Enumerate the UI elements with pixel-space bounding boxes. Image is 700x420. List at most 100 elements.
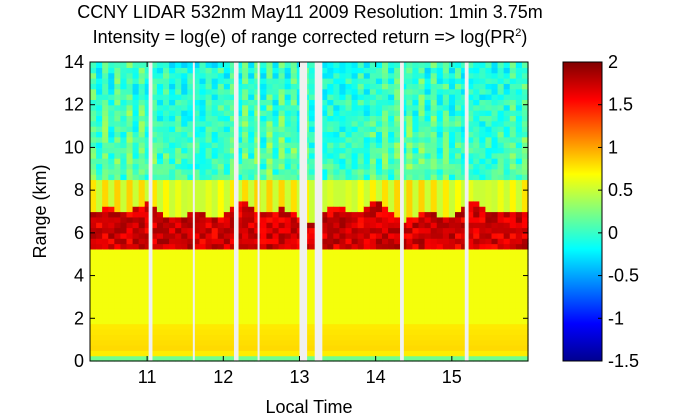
heatmap-cell [272,270,280,277]
heatmap-cell [126,275,134,282]
heatmap-cell [248,142,255,149]
heatmap-cell [102,142,109,149]
heatmap-cell [345,339,353,346]
heatmap-cell [156,339,164,346]
heatmap-cell [132,184,140,191]
heatmap-cell [430,307,438,314]
heatmap-cell [175,259,182,266]
heatmap-cell [448,190,456,197]
heatmap-cell [448,136,456,143]
heatmap-cell [509,334,517,341]
heatmap-cell [424,88,432,95]
heatmap-cell [327,323,334,330]
heatmap-cell [229,99,237,106]
heatmap-cell [120,318,128,325]
heatmap-cell [211,296,219,303]
heatmap-cell [473,275,480,282]
heatmap-cell [382,334,389,341]
heatmap-cell [394,72,401,79]
heatmap-cell [382,115,389,122]
heatmap-cell [321,302,328,309]
heatmap-cell [229,211,237,218]
heatmap-cell [455,126,462,133]
heatmap-cell [503,344,511,351]
heatmap-cell [418,163,426,170]
heatmap-cell [199,264,207,271]
heatmap-cell [467,206,474,213]
heatmap-cell [260,328,268,335]
heatmap-cell [272,152,280,159]
heatmap-cell [418,120,426,127]
heatmap-cell [163,72,170,79]
heatmap-cell [236,67,243,74]
heatmap-cell [327,168,334,175]
heatmap-cell [424,62,432,68]
heatmap-cell [181,72,188,79]
heatmap-cell [369,350,377,357]
heatmap-cell [266,248,274,255]
heatmap-cell [132,99,140,106]
heatmap-cell [242,275,249,282]
heatmap-cell [223,88,231,95]
heatmap-cell [406,206,414,213]
heatmap-cell [424,142,432,149]
heatmap-cell [485,99,493,106]
heatmap-cell [442,147,450,154]
heatmap-cell [442,355,450,362]
heatmap-cell [309,216,316,223]
heatmap-cell [382,328,389,335]
heatmap-cell [175,275,182,282]
heatmap-cell [272,120,280,127]
heatmap-cell [448,179,456,186]
heatmap-cell [248,147,255,154]
heatmap-cell [369,168,377,175]
heatmap-cell [461,270,468,277]
heatmap-cell [503,179,511,186]
heatmap-cell [436,211,444,218]
heatmap-cell [412,120,420,127]
heatmap-cell [509,264,517,271]
heatmap-cell [436,147,444,154]
heatmap-cell [96,328,103,335]
heatmap-cell [497,355,505,362]
heatmap-cell [260,131,268,138]
heatmap-cell [108,62,115,68]
heatmap-cell [327,275,334,282]
heatmap-cell [412,206,420,213]
heatmap-cell [132,350,140,357]
heatmap-cell [120,131,128,138]
heatmap-cell [394,163,401,170]
heatmap-cell [284,94,292,100]
heatmap-cell [351,206,359,213]
heatmap-cell [351,318,359,325]
heatmap-cell [375,259,383,266]
heatmap-cell [357,131,365,138]
x-tick-label: 13 [289,367,309,387]
heatmap-cell [491,323,499,330]
heatmap-cell [90,83,97,90]
heatmap-cell [491,136,499,143]
heatmap-cell [485,158,493,165]
heatmap-cell [193,131,201,138]
heatmap-cell [321,318,328,325]
heatmap-cell [382,296,389,303]
heatmap-cell [515,296,523,303]
heatmap-cell [260,99,268,106]
heatmap-cell [90,72,97,79]
heatmap-cell [485,280,493,287]
heatmap-cell [351,275,359,282]
heatmap-cell [424,163,432,170]
heatmap-cell [455,152,462,159]
heatmap-cell [193,227,201,234]
heatmap-cell [351,147,359,154]
heatmap-cell [199,248,207,255]
heatmap-cell [102,99,109,106]
heatmap-cell [467,344,474,351]
heatmap-cell [199,179,207,186]
heatmap-cell [150,328,158,335]
heatmap-cell [211,152,219,159]
heatmap-cell [339,248,347,255]
heatmap-cell [309,115,316,122]
heatmap-cell [485,152,493,159]
heatmap-cell [351,339,359,346]
